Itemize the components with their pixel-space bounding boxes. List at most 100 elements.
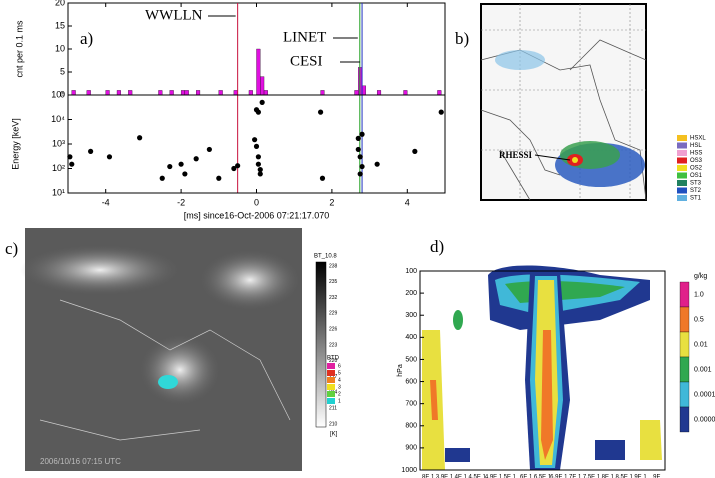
point — [257, 167, 263, 173]
bar — [128, 90, 133, 96]
legend-label: 5 — [338, 370, 341, 376]
bar — [105, 90, 110, 96]
x-tick-label: 5E 1 — [504, 475, 517, 478]
y-tick-label: 10 — [55, 43, 65, 53]
y-tick-label: 10¹ — [52, 187, 65, 197]
legend-swatch — [677, 157, 687, 164]
x-tick-label: 4E 1 — [455, 475, 468, 478]
colorbar-title: BT_10.8 — [314, 254, 337, 260]
bar — [260, 76, 265, 96]
x-tick-label: 8E 1 — [602, 475, 615, 478]
legend-swatch — [327, 370, 335, 376]
panel-label: a) — [80, 29, 93, 48]
x-axis-label: [ms] since16-Oct-2006 07:21:17.070 — [184, 210, 330, 220]
y-axis-label: cnt per 0.1 ms — [14, 20, 24, 78]
y-tick-label: 200 — [405, 290, 417, 297]
y-tick-label: 1000 — [401, 467, 417, 474]
point — [355, 135, 361, 141]
x-tick-label: 4.5E 1 — [468, 475, 486, 478]
legend-swatch — [327, 363, 335, 369]
point — [412, 148, 418, 154]
colorbar-label: 235 — [329, 279, 338, 285]
point — [182, 171, 188, 177]
legend-swatch — [677, 150, 687, 156]
legend-label: ST3 — [690, 181, 702, 187]
colorbar-label: 229 — [329, 311, 338, 317]
legend-label: 4 — [338, 377, 341, 383]
x-tick-label: 4.9E 1 — [485, 475, 503, 478]
point — [255, 109, 261, 115]
x-tick-label: 3.9E 1 — [436, 475, 454, 478]
y-tick-label: 600 — [405, 378, 417, 385]
colorbar-unit: [K] — [330, 432, 338, 438]
x-tick-label: 6.9E 1 — [550, 475, 568, 478]
x-tick-label: 2 — [329, 197, 334, 207]
bar — [184, 90, 189, 96]
x-tick-label: 9E — [653, 475, 660, 478]
legend-swatch — [677, 135, 687, 141]
colorbar-label: 220 — [329, 358, 338, 364]
legend-label: 6 — [338, 363, 341, 369]
bar — [169, 90, 174, 96]
legend-swatch — [327, 384, 335, 390]
colorbar-label: 0.00001 — [694, 416, 715, 423]
clouds — [140, 335, 220, 405]
contour-fill — [595, 440, 625, 460]
contour-d — [422, 265, 662, 470]
point — [319, 175, 326, 181]
point — [88, 148, 94, 154]
legend-label: ST1 — [690, 196, 702, 202]
annotation: CESI — [290, 53, 323, 69]
colorbar-swatch — [679, 406, 690, 433]
bar — [403, 90, 408, 96]
colorbar-unit: g/kg — [694, 273, 707, 280]
colorbar-label: 0.5 — [694, 316, 704, 323]
legend-label: OS3 — [690, 158, 703, 164]
bar — [180, 90, 186, 96]
legend-label: HSS — [690, 151, 702, 157]
annotation: RHESSI — [499, 150, 533, 160]
y-tick-label: 10⁴ — [51, 114, 65, 124]
point — [159, 175, 165, 181]
map-grid — [481, 4, 646, 200]
legend-swatch — [677, 180, 687, 186]
legend-swatch — [677, 172, 687, 179]
image-c: 2006/10/16 07:15 UTC BT_10.8 [K] 2382352… — [20, 228, 340, 471]
y-tick-label: 400 — [405, 334, 417, 341]
x-tick-label: -4 — [102, 197, 110, 207]
bar — [263, 90, 268, 96]
point — [257, 171, 263, 177]
point — [193, 156, 199, 162]
legend-swatch — [677, 142, 687, 149]
x-tick-label: 6.5E 1 — [534, 475, 552, 478]
point — [231, 165, 237, 172]
point — [106, 154, 113, 160]
point — [167, 163, 173, 170]
x-tick-label: -2 — [177, 197, 185, 207]
x-tick-label: 7E 1 — [569, 475, 582, 478]
panel-label: c) — [5, 239, 18, 258]
colorbar-label: 0.001 — [694, 366, 712, 373]
legend-label: ST2 — [690, 188, 702, 194]
colorbar-label: 232 — [329, 295, 338, 301]
bar — [248, 90, 253, 96]
legend-swatch — [327, 391, 335, 397]
bar — [376, 90, 382, 96]
point — [69, 161, 75, 167]
y-tick-label: 900 — [405, 445, 417, 452]
point — [137, 135, 143, 141]
point — [206, 146, 212, 153]
bar — [354, 90, 359, 96]
storm-core — [572, 157, 578, 163]
legend-title: BTD — [327, 356, 340, 362]
point — [255, 154, 261, 160]
colorbar-label: 217 — [329, 374, 338, 380]
y-tick-label: 20 — [55, 0, 65, 7]
cloud-region — [560, 141, 620, 169]
panel-label: d) — [430, 237, 444, 256]
point — [259, 99, 265, 105]
bar — [437, 90, 442, 96]
x-tick-label: 9E 1 — [634, 475, 647, 478]
clouds — [200, 250, 300, 310]
